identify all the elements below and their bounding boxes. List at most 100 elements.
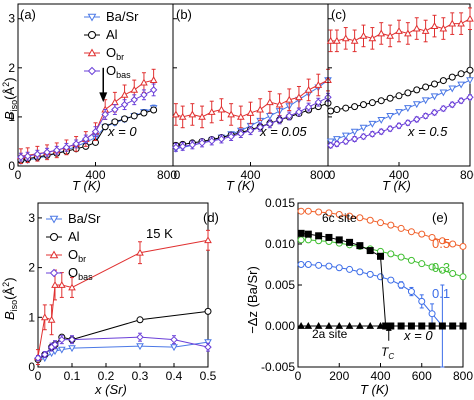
legend-text: Obr: [106, 45, 124, 62]
legend-marker: [87, 13, 97, 22]
data-point-Ba/Sr: [404, 105, 412, 113]
data-point-0.3: [304, 236, 312, 244]
data-point-x = 0 (2a): [325, 321, 333, 329]
data-point-0.3: [387, 250, 395, 258]
data-point-0.3: [459, 273, 467, 281]
data-point-Ba/Sr: [170, 344, 178, 352]
data-point-0.1: [418, 297, 426, 305]
data-point-O_bas: [246, 126, 255, 135]
data-point-Ba/Sr: [350, 128, 359, 136]
data-point-O_bas: [368, 130, 377, 138]
data-point-O_bas: [101, 110, 109, 119]
data-point-x = 0 (6c): [297, 229, 305, 237]
data-point-O_br: [395, 26, 403, 34]
data-point-O_bas: [439, 104, 448, 113]
data-point-O_br: [140, 78, 148, 86]
data-point-Ba/Sr: [333, 136, 341, 144]
data-point-x = 0 (2a): [297, 321, 305, 329]
data-point-O_bas: [43, 148, 51, 156]
tc-arrow-head: [99, 92, 108, 103]
biso-d-unit: (Å: [2, 286, 17, 299]
data-point-O_br: [51, 280, 59, 288]
y-tick-label: 0.000: [265, 319, 295, 333]
panel-frame-3: [37, 202, 209, 368]
data-point-0.5: [459, 242, 467, 250]
biso-d-main: B: [2, 311, 17, 320]
data-point-0.1: [397, 281, 405, 289]
biso-sup: 2: [1, 82, 11, 87]
data-point-O_br: [430, 22, 439, 29]
annotation-x0: x = 0: [403, 328, 433, 343]
data-point-O_br: [359, 31, 368, 39]
data-point-O_bas: [53, 146, 61, 154]
data-point-x = 0 (6c): [397, 322, 405, 330]
data-point-0.5: [315, 208, 323, 216]
data-point-O_br: [68, 283, 76, 291]
tc-main: T: [381, 345, 390, 359]
data-point-0.5: [418, 230, 426, 238]
data-point-Al: [386, 94, 394, 102]
data-point-Ba/Sr: [421, 97, 430, 105]
data-point-O_bas: [430, 108, 439, 117]
data-point-0.1: [304, 261, 312, 268]
data-point-O_bas: [314, 98, 323, 106]
data-point-O_bas: [413, 115, 421, 124]
data-point-Al: [448, 73, 456, 81]
data-point-0.1: [366, 270, 374, 278]
data-point-Al: [342, 104, 350, 112]
tc-sub: C: [388, 352, 394, 361]
data-point-0.5: [387, 221, 395, 229]
data-point-0.5: [366, 216, 374, 224]
data-point-O_br: [198, 112, 206, 120]
legend-marker: [49, 250, 59, 259]
legend-marker: [50, 233, 58, 241]
data-point-O_bas: [256, 123, 264, 131]
data-point-Ba/Sr: [368, 120, 377, 128]
x-tick-label: 800: [460, 168, 474, 182]
data-point-0.5: [304, 207, 312, 215]
annotation-c-x: x = 0.5: [407, 124, 448, 139]
data-point-Al: [150, 106, 158, 114]
yaxis-title-e: −Δz (Ba/Sr): [245, 266, 260, 334]
data-point-O_bas: [51, 340, 59, 349]
data-point-O_br: [207, 107, 216, 115]
data-point-O_bas: [448, 100, 456, 109]
data-point-x = 0 (2a): [314, 321, 323, 329]
legend-text: Al: [106, 27, 118, 42]
data-point-O_br: [149, 76, 158, 83]
label-series-01: 0.1: [432, 286, 450, 301]
biso-sub: iso: [9, 100, 19, 112]
data-point-Ba/Sr: [266, 113, 274, 120]
xaxis-title-e: T (K): [360, 382, 389, 397]
x-tick-label: 400: [240, 168, 260, 182]
x-tick-label: 600: [412, 369, 432, 383]
y-tick-label: 0.010: [265, 237, 295, 251]
data-point-O_bas: [377, 127, 385, 136]
legend-text-main: O: [106, 45, 116, 60]
annotation-2a-site: 2a site: [312, 327, 348, 341]
data-point-O_bas: [386, 124, 394, 133]
data-point-0.1: [297, 261, 305, 268]
data-point-Al: [136, 316, 144, 324]
data-point-0.1: [387, 276, 395, 284]
data-point-x = 0 (6c): [407, 322, 415, 330]
data-point-O_br: [439, 24, 448, 32]
legend-text-main: O: [106, 63, 116, 78]
plots-layer: 040080001230400800040080000.10.20.30.40.…: [8, 3, 474, 383]
data-point-O_bas: [170, 335, 178, 344]
data-point-Al: [413, 86, 421, 94]
data-point-Al: [333, 106, 341, 114]
data-point-0.5: [377, 219, 384, 227]
x-tick-label: 0.5: [200, 369, 217, 383]
data-point-O_bas: [350, 135, 359, 143]
data-point-O_br: [47, 315, 56, 323]
data-point-O_br: [295, 93, 303, 101]
biso-unit: (Å: [2, 86, 17, 99]
y-tick-label: 2: [28, 261, 35, 275]
data-point-O_br: [421, 26, 430, 34]
x-tick-label: 0: [35, 369, 42, 383]
data-point-Ba/Sr: [204, 339, 212, 347]
data-point-0.1: [356, 268, 364, 276]
data-point-Al: [130, 112, 138, 120]
data-point-O_bas: [72, 140, 80, 148]
